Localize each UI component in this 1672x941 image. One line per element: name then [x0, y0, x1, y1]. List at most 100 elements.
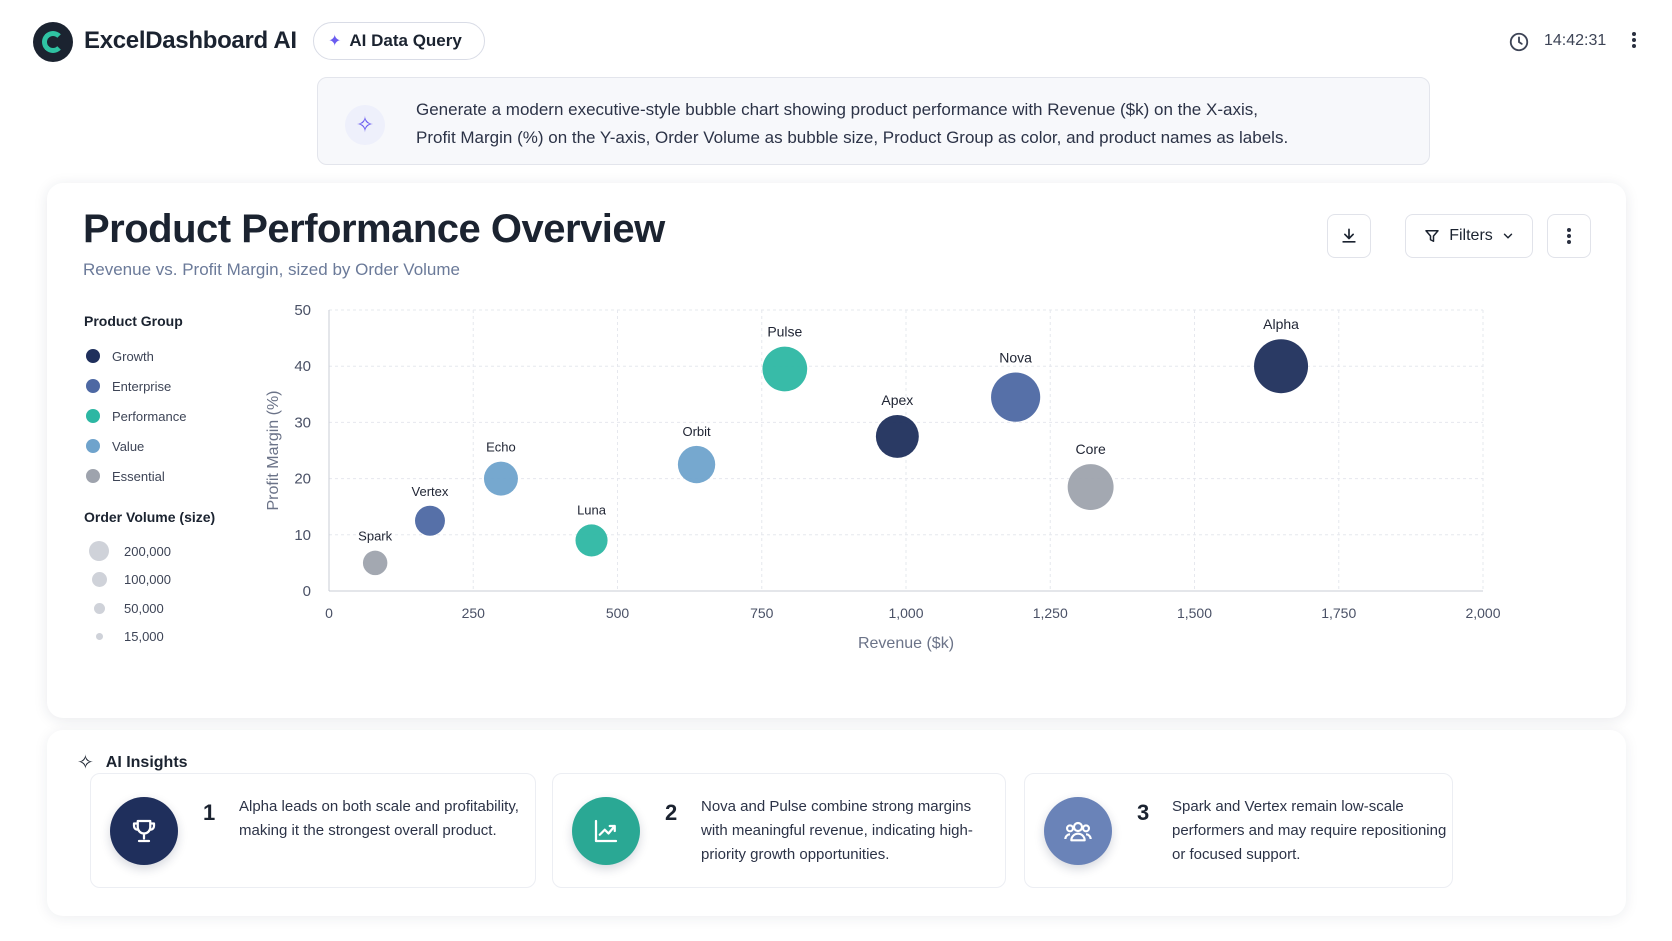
top-bar: ExcelDashboard AI ✦ AI Data Query 14:42:… [0, 0, 1672, 84]
download-icon [1342, 228, 1356, 243]
insight-card[interactable]: 1 Alpha leads on both scale and profitabi… [90, 773, 536, 888]
chevron-down-icon [1503, 233, 1513, 239]
bubble-label: Echo [486, 440, 516, 455]
y-tick-label: 40 [294, 358, 311, 375]
legend-label: Performance [112, 408, 187, 424]
x-tick-label: 500 [606, 605, 630, 621]
sparkle-icon: ✦ [328, 33, 342, 50]
ai-insights-header: ✧ AI Insights [77, 750, 188, 775]
insight-text: Alpha leads on both scale and profitabil… [239, 798, 519, 839]
bubble-echo[interactable] [483, 461, 518, 496]
x-tick-label: 750 [750, 605, 774, 621]
size-swatch [84, 633, 114, 641]
insight-card[interactable]: 2 Nova and Pulse combine strong margins w… [552, 773, 1006, 888]
size-dot [91, 572, 107, 588]
legend-size-title: Order Volume (size) [84, 509, 216, 525]
download-button[interactable] [1327, 214, 1371, 258]
size-legend-item: 15,000 [84, 623, 264, 652]
x-tick-label: 2,000 [1465, 605, 1500, 621]
prompt-text: Generate a modern executive-style bubble… [416, 96, 1416, 152]
y-tick-label: 10 [294, 527, 311, 544]
legend-dot [86, 349, 100, 363]
y-tick-label: 30 [294, 414, 311, 431]
size-swatch [84, 541, 114, 562]
ai-sparkle-icon: ✧ [345, 105, 385, 145]
chart-card: Product Performance Overview Revenue vs.… [47, 183, 1626, 718]
legend-item-essential[interactable]: Essential [84, 461, 264, 491]
legend-item-performance[interactable]: Performance [84, 401, 264, 431]
insight-number: 3 [1137, 800, 1150, 825]
bubble-vertex[interactable] [414, 505, 445, 536]
ai-data-query-label: AI Data Query [349, 31, 462, 50]
ai-insights-title: AI Insights [105, 753, 188, 771]
chart-subtitle: Revenue vs. Profit Margin, sized by Orde… [83, 260, 460, 279]
x-tick-label: 250 [462, 605, 486, 621]
app-title: ExcelDashboard AI [84, 27, 297, 54]
legend-item-enterprise[interactable]: Enterprise [84, 371, 264, 401]
prompt-line-1: Generate a modern executive-style bubble… [416, 100, 1258, 119]
legend-label: Growth [112, 348, 154, 364]
more-vertical-icon [1565, 226, 1573, 246]
chart-legend: Product Group Growth Enterprise Performanc… [84, 313, 264, 651]
bubble-apex[interactable] [875, 414, 919, 458]
clock-time: 14:42:31 [1544, 32, 1607, 49]
ai-data-query-button[interactable]: ✦ AI Data Query [313, 22, 485, 60]
bubble-orbit[interactable] [677, 445, 716, 484]
users-icon [1044, 797, 1112, 865]
bubble-alpha[interactable] [1254, 339, 1309, 394]
bubble-pulse[interactable] [762, 346, 808, 392]
legend-item-value[interactable]: Value [84, 431, 264, 461]
size-legend-item: 200,000 [84, 537, 264, 566]
size-label: 15,000 [124, 629, 164, 645]
bubble-spark[interactable] [362, 550, 388, 576]
bubble-label: Orbit [682, 424, 711, 439]
prompt-line-2: Profit Margin (%) on the Y-axis, Order V… [416, 128, 1289, 147]
size-label: 100,000 [124, 572, 171, 588]
ai-prompt-box: ✧ Generate a modern executive-style bubb… [317, 77, 1430, 165]
insight-text: Nova and Pulse combine strong margins wi… [701, 798, 973, 863]
legend-dot [86, 439, 100, 453]
x-tick-label: 0 [325, 605, 333, 621]
legend-item-growth[interactable]: Growth [84, 341, 264, 371]
bubble-luna[interactable] [575, 524, 608, 557]
trending-up-icon [572, 797, 640, 865]
bubble-label: Nova [999, 350, 1032, 366]
insight-number: 1 [203, 800, 216, 825]
app-logo-icon [33, 22, 73, 62]
size-legend-item: 50,000 [84, 594, 264, 623]
legend-label: Enterprise [112, 378, 172, 394]
chart-more-button[interactable] [1547, 214, 1591, 258]
bubble-chart: 0 250 500 750 1,000 1,250 1,500 1,750 2,000 0 10 20… [265, 302, 1501, 652]
legend-group-title: Product Group [84, 313, 183, 329]
y-tick-label: 20 [294, 471, 311, 488]
bubble-label: Luna [577, 502, 607, 517]
more-options-icon[interactable] [1630, 30, 1638, 54]
x-tick-label: 1,500 [1177, 605, 1212, 621]
sparkle-icon: ✧ [77, 752, 94, 774]
bubble-label: Spark [358, 529, 392, 544]
bubble-label: Pulse [767, 324, 802, 340]
insight-card[interactable]: 3 Spark and Vertex remain low-scale perfo… [1024, 773, 1453, 888]
legend-dot [86, 379, 100, 393]
chart-title: Product Performance Overview [83, 207, 665, 251]
y-axis-label: Profit Margin (%) [265, 390, 282, 510]
trophy-icon [110, 797, 178, 865]
size-dot [89, 541, 109, 562]
bubble-label: Apex [881, 392, 913, 408]
legend-label: Essential [112, 468, 165, 484]
size-label: 50,000 [124, 600, 164, 616]
y-tick-label: 0 [303, 583, 311, 600]
y-tick-label: 50 [294, 302, 311, 319]
x-tick-label: 1,750 [1321, 605, 1356, 621]
filters-button[interactable]: Filters [1405, 214, 1533, 258]
size-swatch [84, 602, 114, 614]
legend-dot [86, 409, 100, 423]
bubble-nova[interactable] [991, 372, 1041, 422]
ai-insights-panel: ✧ AI Insights 1 Alpha leads on both scale… [47, 730, 1626, 916]
x-tick-label: 1,250 [1033, 605, 1068, 621]
x-axis-label: Revenue ($k) [858, 635, 954, 652]
filters-label: Filters [1449, 227, 1493, 244]
size-label: 200,000 [124, 543, 171, 559]
x-tick-label: 1,000 [888, 605, 923, 621]
bubble-core[interactable] [1067, 464, 1114, 510]
